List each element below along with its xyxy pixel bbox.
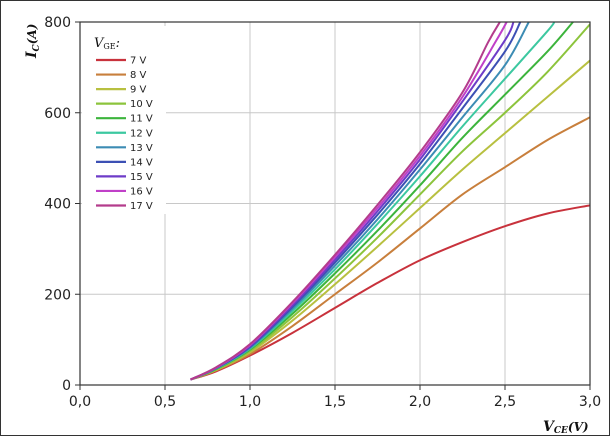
x-axis-title-unit: (V) — [568, 420, 589, 434]
legend-label: 10 V — [130, 99, 153, 110]
legend-title-main: V — [94, 36, 105, 51]
legend-label: 8 V — [130, 70, 147, 81]
legend-item: 17 V — [96, 201, 153, 212]
legend-item: 11 V — [96, 114, 153, 125]
series-line-8v — [190, 116, 590, 381]
legend-label: 7 V — [130, 56, 147, 67]
x-tick-label: 1,5 — [324, 394, 346, 410]
legend-title: VGE: — [94, 36, 120, 51]
series-line-17v — [190, 21, 501, 381]
y-tick-label: 0 — [62, 378, 71, 394]
legend: VGE: 7 V 8 V 9 V 10 V 11 V 12 V 13 V 14 V 15 V 16… — [82, 26, 166, 214]
x-tick-label: 0,0 — [69, 394, 91, 410]
y-tick-label: 800 — [44, 15, 71, 31]
x-tick-label: 2,0 — [409, 394, 431, 410]
x-tick-label: 1,0 — [239, 394, 261, 410]
legend-item: 7 V — [96, 56, 147, 67]
y-axis-title-main: I — [24, 51, 40, 59]
y-axis-title-unit: (A) — [25, 24, 39, 45]
legend-item: 10 V — [96, 99, 153, 110]
legend-item: 8 V — [96, 70, 147, 81]
legend-label: 9 V — [130, 85, 147, 96]
legend-label: 17 V — [130, 201, 153, 212]
x-axis-title: VCE(V) — [543, 419, 589, 436]
legend-background — [82, 26, 166, 214]
x-tick-label: 0,5 — [154, 394, 176, 410]
legend-item: 15 V — [96, 172, 153, 183]
x-tick-labels: 0,0 0,5 1,0 1,5 2,0 2,5 3,0 — [69, 394, 601, 410]
legend-label: 14 V — [130, 157, 153, 168]
y-tick-label: 200 — [44, 287, 71, 303]
series-lines — [190, 21, 590, 381]
tick-marks — [75, 21, 591, 390]
y-tick-label: 600 — [44, 106, 71, 122]
y-tick-labels: 0 200 400 600 800 — [44, 15, 71, 394]
x-tick-label: 3,0 — [579, 394, 601, 410]
legend-label: 16 V — [130, 186, 153, 197]
legend-label: 11 V — [130, 114, 153, 125]
legend-items: 7 V 8 V 9 V 10 V 11 V 12 V 13 V 14 V 15 V 16 V 17 … — [96, 56, 153, 212]
legend-title-sub: GE — [103, 42, 115, 51]
legend-label: 13 V — [130, 143, 153, 154]
x-axis-title-main: V — [543, 419, 556, 435]
y-axis-title: IC(A) — [24, 24, 42, 59]
x-axis-title-sub: CE — [554, 426, 568, 436]
legend-item: 14 V — [96, 157, 153, 168]
y-axis-title-sub: C — [32, 43, 42, 51]
x-tick-label: 2,5 — [494, 394, 516, 410]
y-tick-label: 400 — [44, 197, 71, 213]
legend-item: 16 V — [96, 186, 153, 197]
legend-item: 13 V — [96, 143, 153, 154]
legend-title-suffix: : — [116, 36, 120, 51]
legend-label: 15 V — [130, 172, 153, 183]
legend-item: 9 V — [96, 85, 147, 96]
legend-label: 12 V — [130, 128, 153, 139]
legend-item: 12 V — [96, 128, 153, 139]
